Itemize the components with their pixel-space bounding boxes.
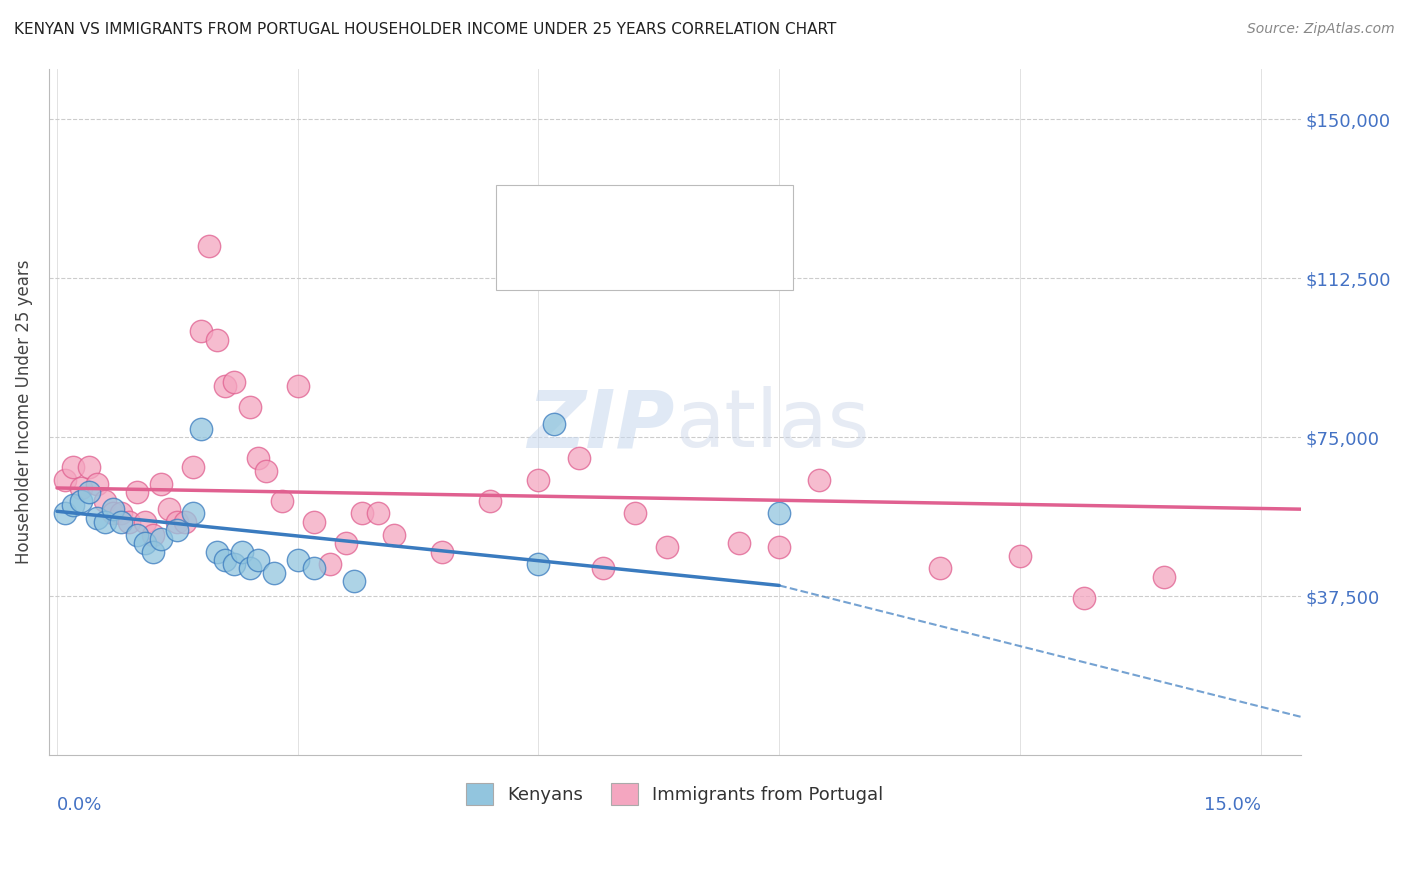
Point (150, 476, 173, 491)
Point (592, 561, 614, 575)
Point (231, 544, 253, 558)
Point (94, 515, 117, 529)
Point (623, 507, 645, 521)
Point (157, 502, 180, 516)
Point (254, 464, 277, 478)
Point (246, 553, 269, 567)
Text: R = -0.061   N = 47: R = -0.061 N = 47 (557, 244, 733, 263)
Point (1073, 591, 1095, 606)
Point (207, 544, 229, 558)
Point (94, 493, 117, 508)
Point (127, 527, 149, 541)
Point (222, 375, 245, 389)
Point (70, 493, 93, 508)
Point (86, 510, 108, 524)
Point (86, 476, 108, 491)
Point (142, 527, 165, 541)
Point (808, 473, 831, 487)
Point (350, 507, 373, 521)
Point (479, 493, 502, 508)
Point (928, 561, 950, 575)
Point (527, 473, 550, 487)
Point (190, 324, 212, 338)
Point (101, 507, 124, 521)
Point (768, 507, 790, 521)
Text: 0.0%: 0.0% (58, 796, 103, 814)
Point (527, 558, 550, 572)
Point (142, 544, 165, 558)
Point (1153, 570, 1175, 584)
Point (246, 451, 269, 466)
Point (287, 379, 309, 393)
Point (768, 541, 790, 555)
Point (302, 561, 325, 575)
Point (270, 493, 292, 508)
Y-axis label: Householder Income Under 25 years: Householder Income Under 25 years (15, 260, 32, 564)
Point (101, 502, 124, 516)
Point (655, 541, 678, 555)
Point (110, 515, 132, 529)
Point (214, 379, 236, 393)
Point (134, 515, 156, 529)
Point (134, 536, 156, 550)
Point (222, 558, 245, 572)
Text: KENYAN VS IMMIGRANTS FROM PORTUGAL HOUSEHOLDER INCOME UNDER 25 YEARS CORRELATION: KENYAN VS IMMIGRANTS FROM PORTUGAL HOUSE… (14, 22, 837, 37)
Point (127, 485, 149, 500)
Point (77, 485, 100, 500)
Point (62, 498, 84, 512)
Point (238, 561, 260, 575)
Text: R = -0.380   N = 28: R = -0.380 N = 28 (557, 204, 733, 223)
Point (174, 515, 197, 529)
Point (53, 473, 76, 487)
Point (287, 553, 309, 567)
Point (343, 574, 366, 589)
Point (166, 515, 188, 529)
Point (166, 524, 188, 538)
Point (335, 536, 357, 550)
Point (62, 459, 84, 474)
Point (367, 507, 389, 521)
Point (198, 239, 221, 253)
Point (110, 507, 132, 521)
Text: atlas: atlas (675, 386, 869, 465)
Point (543, 417, 565, 432)
Point (70, 481, 93, 495)
Point (183, 459, 205, 474)
Point (263, 566, 285, 580)
Point (319, 558, 342, 572)
Point (118, 515, 141, 529)
Point (728, 536, 751, 550)
Point (53, 507, 76, 521)
Point (302, 515, 325, 529)
Point (207, 333, 229, 347)
Legend: Kenyans, Immigrants from Portugal: Kenyans, Immigrants from Portugal (457, 774, 893, 814)
Point (430, 544, 453, 558)
Point (190, 422, 212, 436)
Point (77, 459, 100, 474)
Point (183, 507, 205, 521)
Point (382, 527, 405, 541)
Point (150, 532, 173, 546)
Point (567, 451, 589, 466)
Text: 15.0%: 15.0% (1204, 796, 1261, 814)
Point (214, 553, 236, 567)
Text: ZIP: ZIP (527, 386, 675, 465)
Text: Source: ZipAtlas.com: Source: ZipAtlas.com (1247, 22, 1395, 37)
Point (1008, 549, 1031, 563)
Point (238, 401, 260, 415)
